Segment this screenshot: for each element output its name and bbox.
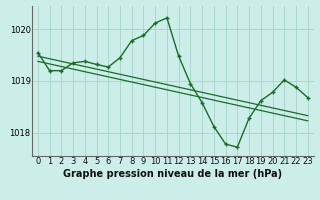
X-axis label: Graphe pression niveau de la mer (hPa): Graphe pression niveau de la mer (hPa): [63, 169, 282, 179]
